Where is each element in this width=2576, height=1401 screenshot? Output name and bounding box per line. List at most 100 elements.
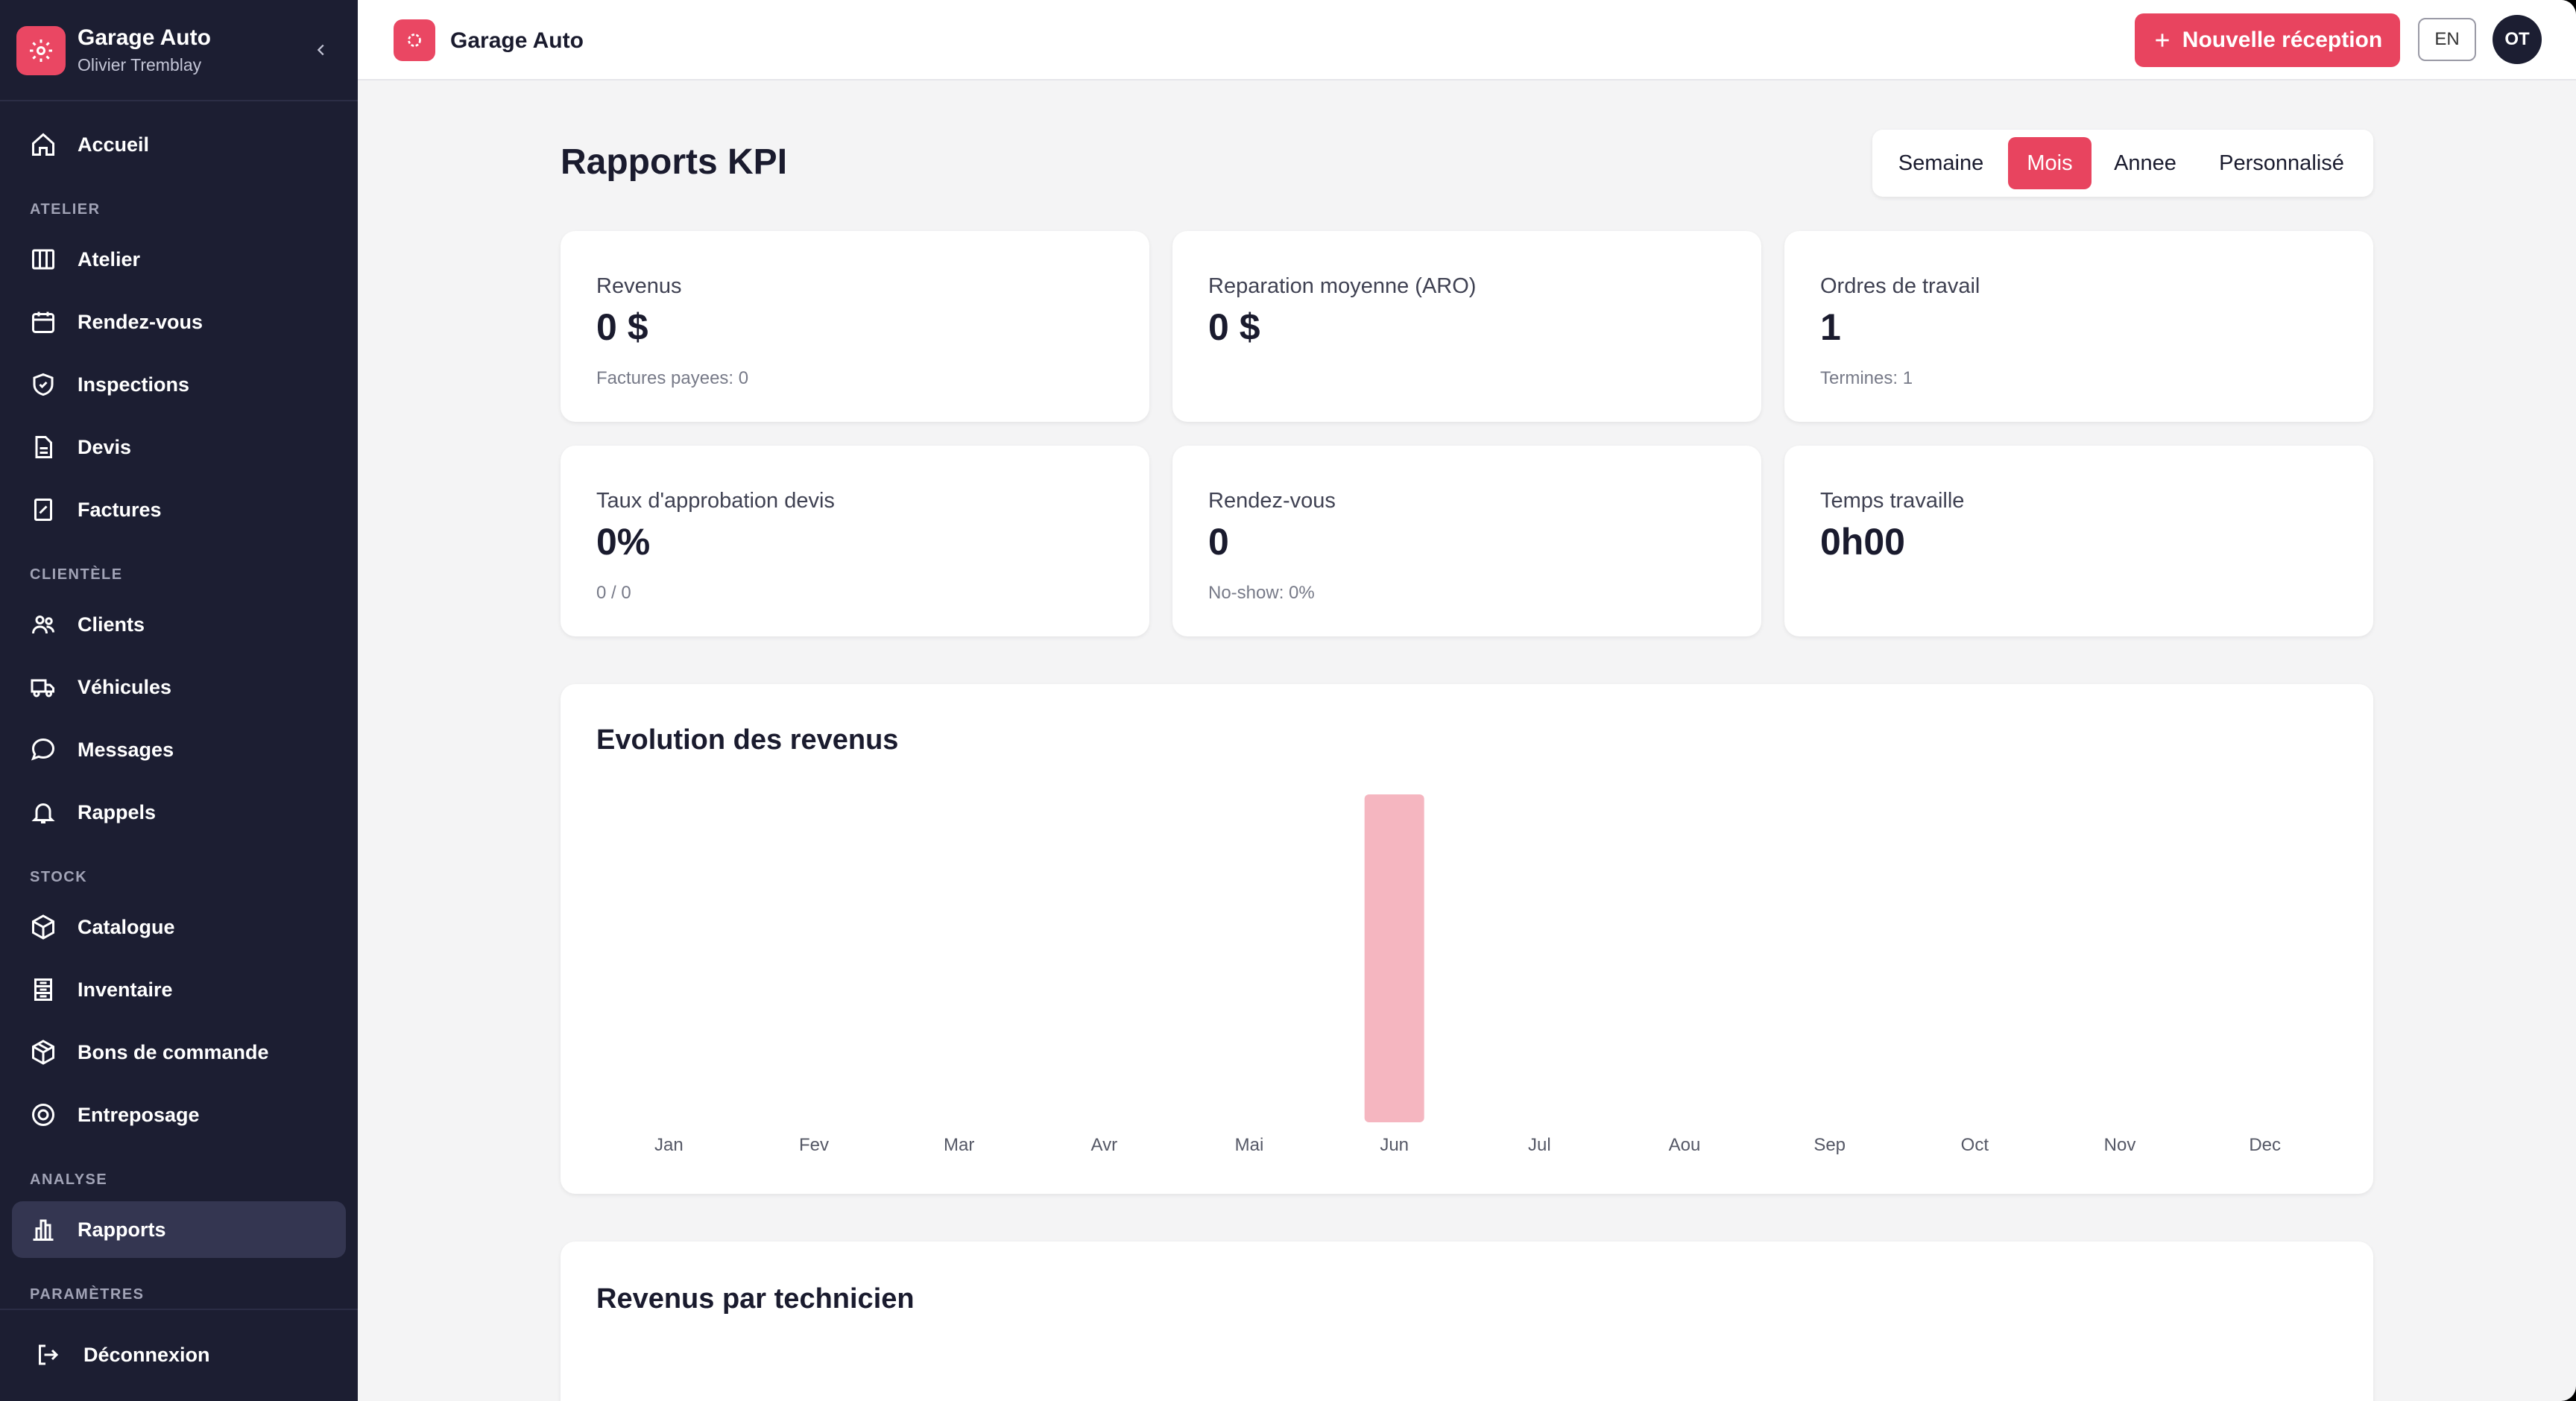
x-tick-label: Sep [1813, 1135, 1846, 1155]
kpi-card-aro: Reparation moyenne (ARO) 0 $ [1172, 231, 1761, 422]
document-icon [35, 436, 52, 458]
box-icon [32, 914, 54, 940]
language-button[interactable]: EN [2418, 18, 2476, 61]
brand-name: Garage Auto [78, 25, 211, 50]
kpi-card-approbation: Taux d'approbation devis 0% 0 / 0 [561, 446, 1149, 636]
columns-icon [32, 249, 54, 270]
kpi-card-revenus: Revenus 0 $ Factures payees: 0 [561, 231, 1149, 422]
new-reception-label: Nouvelle réception [2182, 28, 2383, 52]
kpi-value: 0h00 [1820, 521, 1905, 563]
sidebar-item-label: Bons de commande [78, 1040, 269, 1063]
logout-button[interactable]: Déconnexion [12, 1326, 346, 1383]
kpi-label: Rendez-vous [1208, 489, 1336, 513]
avatar[interactable]: OT [2493, 15, 2542, 64]
sidebar-item-factures[interactable]: Factures [12, 481, 346, 538]
sidebar-item-label: Véhicules [78, 675, 172, 698]
sidebar-item-label: Entreposage [78, 1103, 200, 1126]
new-reception-button[interactable]: Nouvelle réception [2135, 13, 2400, 67]
kpi-value: 0 $ [1208, 306, 1260, 348]
sidebar-item-atelier[interactable]: Atelier [12, 231, 346, 288]
sidebar-item-bons-de-commande[interactable]: Bons de commande [12, 1024, 346, 1081]
sidebar-item-devis[interactable]: Devis [12, 419, 346, 475]
x-tick-label: Oct [1961, 1135, 1989, 1155]
sidebar-item-label: Messages [78, 738, 174, 761]
sidebar-item-label: Inspections [78, 373, 190, 396]
sidebar-item-rendez-vous[interactable]: Rendez-vous [12, 294, 346, 350]
sidebar-item-label: Clients [78, 613, 145, 636]
kpi-label: Taux d'approbation devis [596, 489, 835, 513]
kpi-value: 0% [596, 521, 651, 563]
period-mois[interactable]: Mois [2008, 137, 2092, 189]
sidebar-item-inspections[interactable]: Inspections [12, 356, 346, 413]
kpi-card-ordres: Ordres de travail 1 Termines: 1 [1784, 231, 2373, 422]
sidebar-item-rappels[interactable]: Rappels [12, 784, 346, 841]
sidebar-item-label: Rapports [78, 1218, 166, 1241]
inventory-icon [34, 978, 52, 1001]
section-analyse: ANALYSE [30, 1171, 108, 1188]
truck-icon [31, 679, 54, 698]
x-tick-label: Aou [1669, 1135, 1701, 1155]
sidebar-item-entreposage[interactable]: Entreposage [12, 1087, 346, 1143]
kpi-label: Temps travaille [1820, 489, 1965, 513]
shield-icon [33, 373, 54, 396]
logout-label: Déconnexion [83, 1343, 210, 1366]
gear-icon [16, 26, 66, 75]
page-title: Rapports KPI [561, 142, 788, 182]
sidebar-item-messages[interactable]: Messages [12, 721, 346, 778]
section-stock: STOCK [30, 869, 88, 885]
logout-icon [39, 1344, 59, 1365]
kpi-label: Revenus [596, 274, 682, 298]
sidebar-item-accueil[interactable]: Accueil [12, 116, 346, 173]
sidebar-item-label: Atelier [78, 247, 141, 271]
sidebar-item-vehicules[interactable]: Véhicules [12, 659, 346, 715]
x-tick-label: Dec [2249, 1135, 2281, 1155]
x-tick-label: Jan [654, 1135, 684, 1155]
logo-icon [394, 19, 435, 61]
sidebar-item-clients[interactable]: Clients [12, 596, 346, 653]
sidebar-item-label: Devis [78, 435, 132, 458]
section-clientele: CLIENTÈLE [30, 566, 123, 583]
sidebar-brand: Garage Auto Olivier Tremblay [0, 0, 358, 101]
sidebar-item-rapports[interactable]: Rapports [12, 1201, 346, 1258]
sidebar-item-catalogue[interactable]: Catalogue [12, 899, 346, 955]
target-icon [32, 1104, 54, 1126]
bar-chart-icon [33, 1219, 54, 1241]
chevron-left-icon[interactable] [309, 37, 334, 63]
sidebar-item-label: Rendez-vous [78, 310, 203, 333]
kpi-value: 1 [1820, 306, 1841, 348]
section-atelier: ATELIER [30, 201, 101, 218]
sidebar: Garage Auto Olivier Tremblay Accueil ATE… [0, 0, 358, 1401]
period-selector: Semaine Mois Annee Personnalisé [1872, 130, 2373, 197]
sidebar-item-inventaire[interactable]: Inventaire [12, 961, 346, 1018]
bar-jun [1364, 794, 1424, 1122]
message-icon [31, 738, 55, 761]
brand-user: Olivier Tremblay [78, 55, 202, 75]
topbar: Garage Auto Nouvelle réception EN OT [358, 0, 2576, 80]
period-personnalise[interactable]: Personnalisé [2219, 151, 2344, 175]
kpi-sub: Termines: 1 [1820, 368, 1913, 388]
kpi-sub: Factures payees: 0 [596, 368, 749, 388]
period-semaine[interactable]: Semaine [1898, 151, 1984, 175]
period-annee[interactable]: Annee [2114, 151, 2176, 175]
x-tick-label: Avr [1091, 1135, 1118, 1155]
kpi-card-temps: Temps travaille 0h00 [1784, 446, 2373, 636]
x-tick-label: Fev [799, 1135, 829, 1155]
chart-title: Evolution des revenus [596, 724, 899, 756]
users-icon [32, 616, 54, 634]
sidebar-item-label: Rappels [78, 800, 157, 823]
kpi-label: Reparation moyenne (ARO) [1208, 274, 1477, 298]
tech-revenue-title: Revenus par technicien [596, 1283, 915, 1315]
revenue-chart-card: Evolution des revenus Jan Fev Mar Avr Mai Jun… [561, 684, 2373, 1194]
app-title: Garage Auto [450, 28, 584, 53]
kpi-sub: No-show: 0% [1208, 583, 1315, 603]
kpi-sub: 0 / 0 [596, 583, 631, 603]
calendar-icon [32, 311, 54, 333]
home-icon [32, 133, 54, 156]
sidebar-item-label: Accueil [78, 133, 150, 156]
kpi-value: 0 $ [596, 306, 648, 348]
sidebar-divider [0, 1309, 358, 1310]
kpi-value: 0 [1208, 521, 1229, 563]
x-tick-label: Jul [1528, 1135, 1551, 1155]
x-tick-label: Mai [1235, 1135, 1264, 1155]
